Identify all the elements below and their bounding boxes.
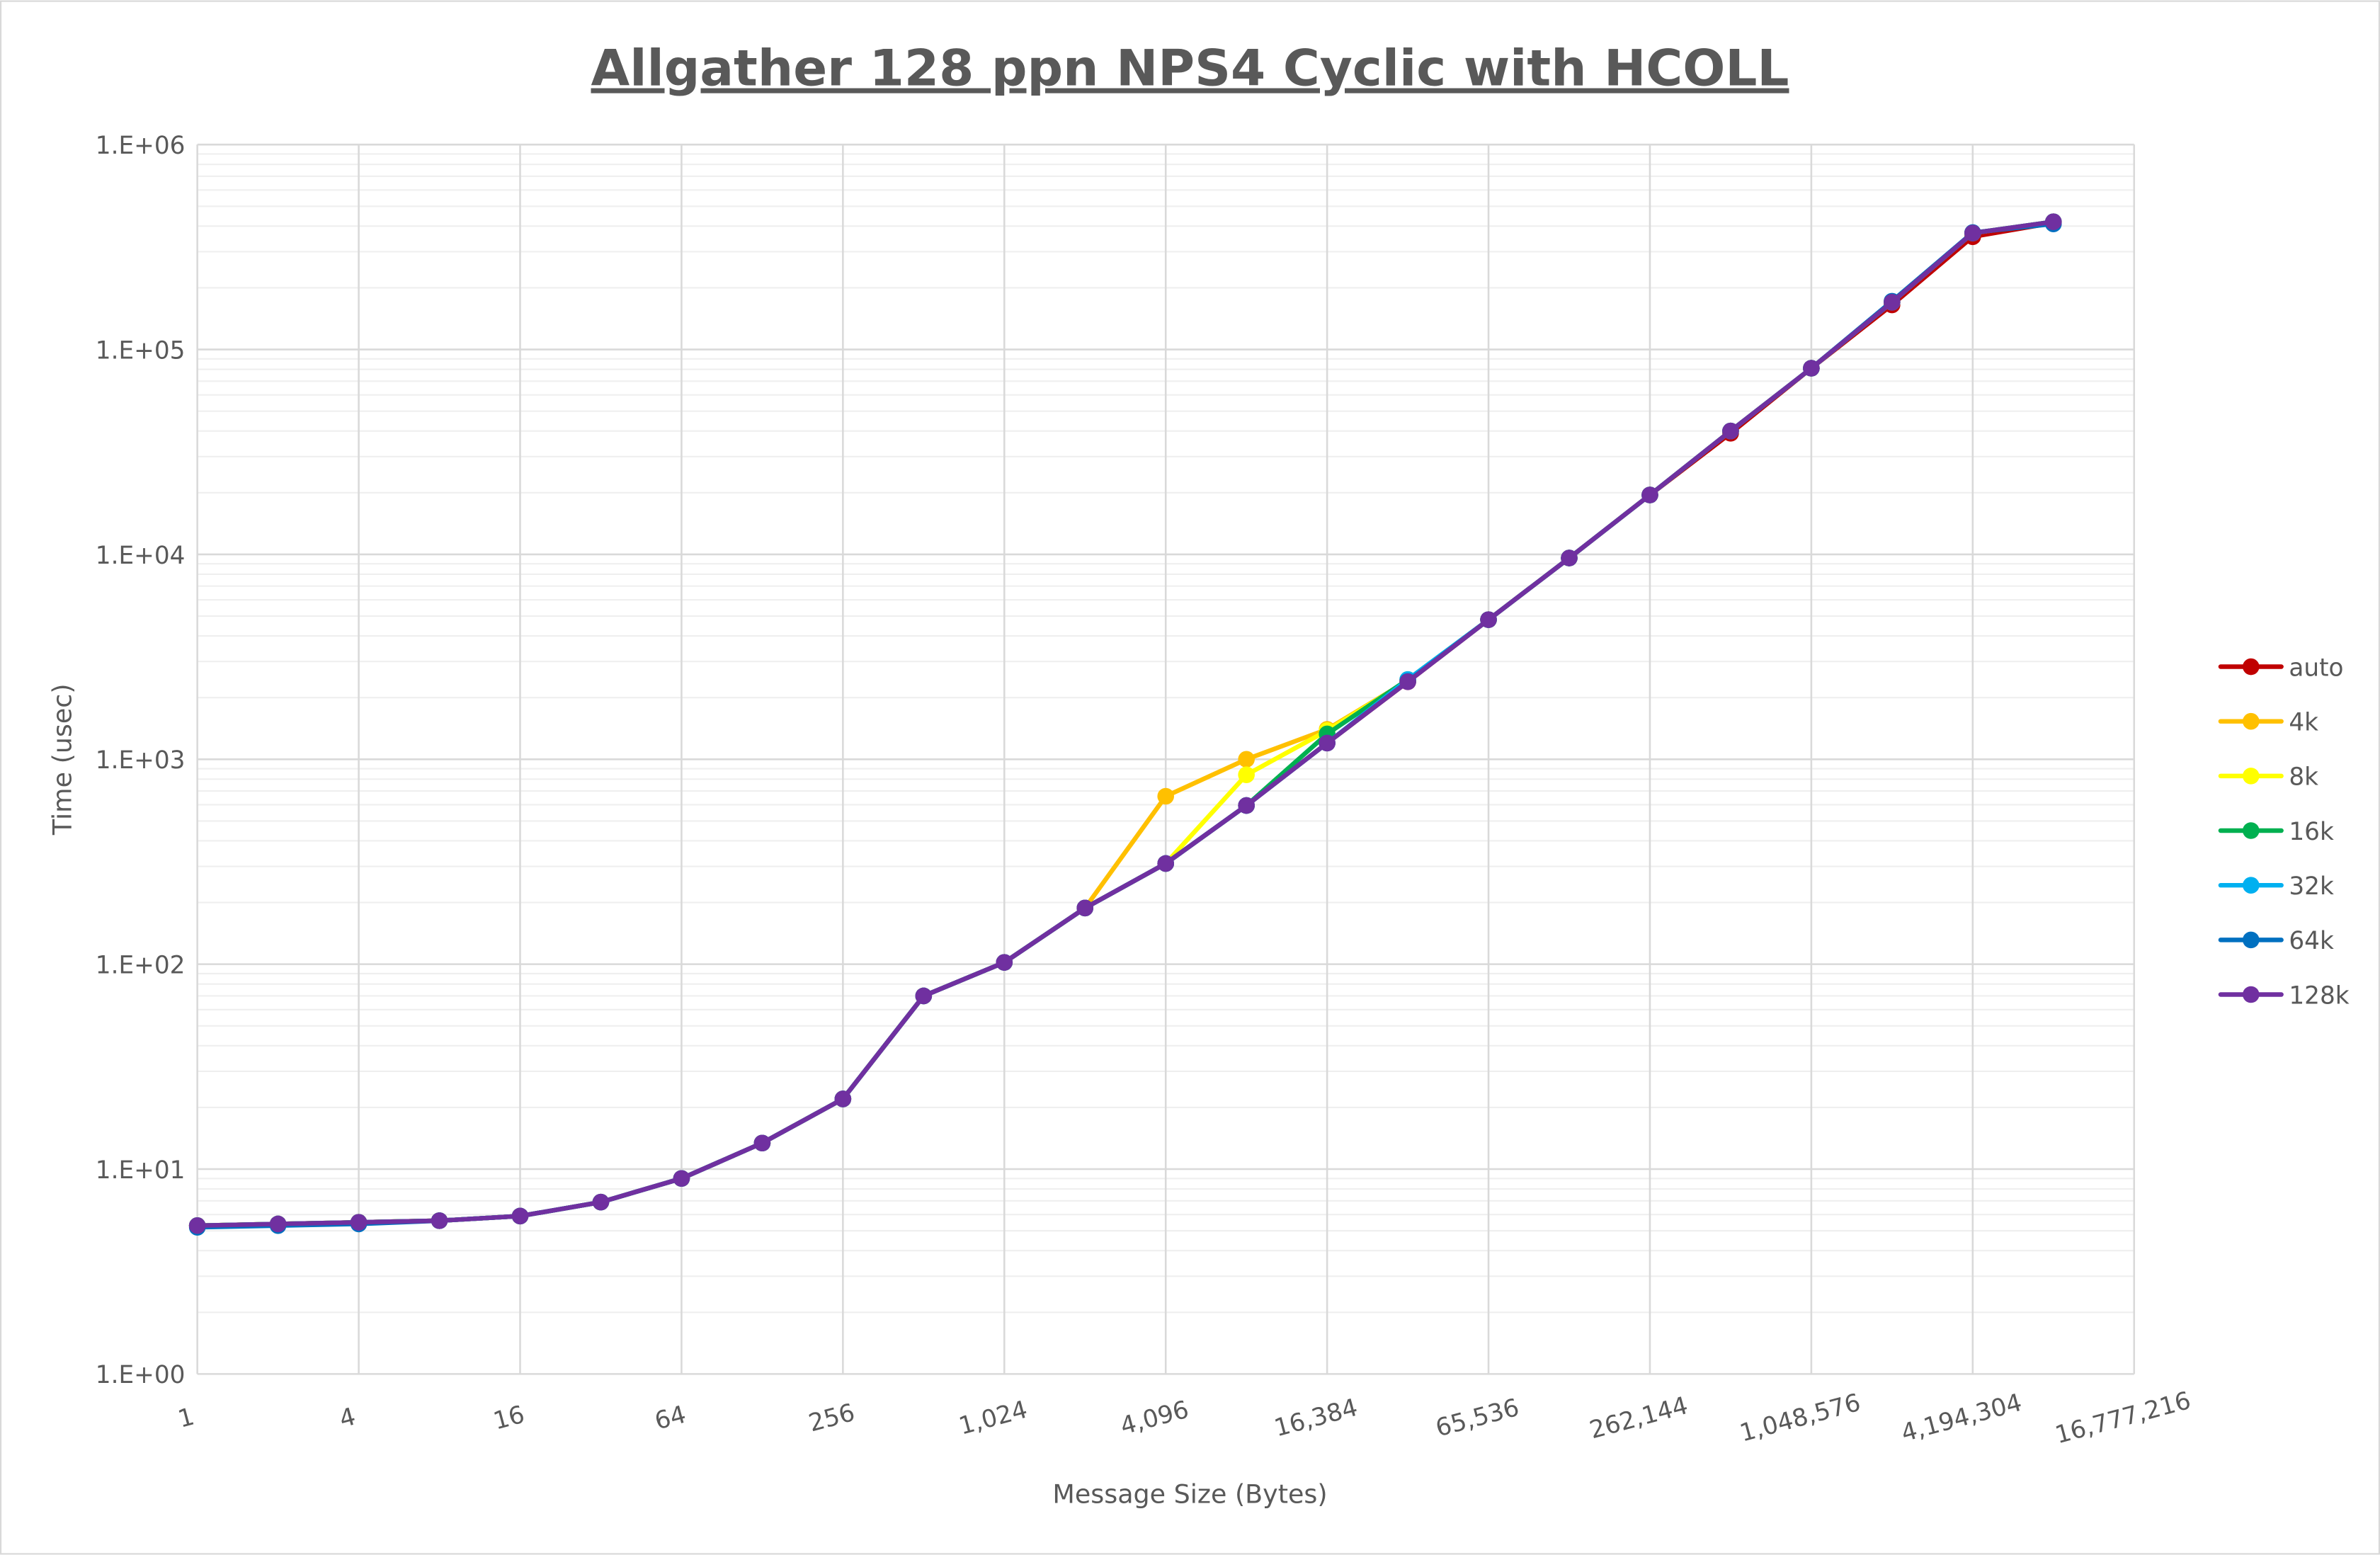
legend-dot-marker <box>2243 931 2260 949</box>
data-point-4k <box>1157 787 1174 805</box>
y-axis-ticks: 1.E+00 1.E+01 1.E+02 1.E+03 1.E+04 1.E+05 1.E+… <box>96 132 186 1389</box>
data-point-128k <box>1722 422 1739 440</box>
x-axis-label: Message Size (Bytes) <box>1052 1479 1327 1510</box>
legend-dot-marker <box>2243 822 2260 839</box>
legend-label: 64k <box>2289 927 2334 955</box>
data-point-128k <box>592 1193 610 1211</box>
legend-dot-marker <box>2243 658 2260 676</box>
data-point-128k <box>1641 486 1658 503</box>
legend-label: 128k <box>2289 981 2349 1010</box>
data-point-128k <box>1238 797 1255 814</box>
y-tick-label: 1.E+01 <box>96 1156 186 1185</box>
data-point-128k <box>188 1217 206 1234</box>
chart-title: Allgather 128 ppn NPS4 Cyclic with HCOLL <box>591 39 1789 98</box>
y-tick-label: 1.E+03 <box>96 746 186 775</box>
series-128k <box>188 213 2062 1234</box>
data-point-128k <box>1884 294 1901 311</box>
y-axis-label: Time (usec) <box>47 683 78 836</box>
data-point-128k <box>1964 224 1981 241</box>
data-point-128k <box>753 1134 771 1152</box>
legend-label: 32k <box>2289 872 2334 901</box>
legend-item-128k: 128k <box>2218 981 2350 1010</box>
data-point-128k <box>1076 899 1094 917</box>
legend-dot-marker <box>2243 877 2260 894</box>
data-point-128k <box>1319 734 1336 752</box>
data-point-128k <box>431 1212 448 1229</box>
legend-item-8k: 8k <box>2218 763 2318 792</box>
data-point-4k <box>1238 751 1255 768</box>
legend: auto 4k 8k 16k 32k 64k 128k <box>2218 654 2350 1010</box>
y-tick-label: 1.E+00 <box>96 1361 186 1389</box>
legend-item-auto: auto <box>2218 654 2344 682</box>
legend-item-64k: 64k <box>2218 927 2334 955</box>
legend-dot-marker <box>2243 768 2260 785</box>
data-point-128k <box>2045 213 2062 230</box>
y-tick-label: 1.E+06 <box>96 132 186 160</box>
legend-dot-marker <box>2243 712 2260 730</box>
data-point-128k <box>996 954 1013 971</box>
data-point-128k <box>1157 855 1174 872</box>
y-tick-label: 1.E+05 <box>96 336 186 365</box>
data-point-128k <box>1480 611 1497 628</box>
legend-item-4k: 4k <box>2218 709 2318 737</box>
data-point-128k <box>915 987 933 1005</box>
data-point-128k <box>1561 549 1578 566</box>
legend-label: 16k <box>2289 818 2334 846</box>
data-point-128k <box>1803 360 1820 377</box>
legend-dot-marker <box>2243 986 2260 1003</box>
data-point-128k <box>269 1215 287 1233</box>
legend-label: 8k <box>2289 763 2318 792</box>
data-point-128k <box>1399 673 1416 690</box>
legend-item-16k: 16k <box>2218 818 2334 846</box>
legend-label: auto <box>2289 654 2343 682</box>
y-tick-label: 1.E+04 <box>96 542 186 570</box>
data-point-8k <box>1238 766 1255 783</box>
legend-item-32k: 32k <box>2218 872 2334 901</box>
data-point-128k <box>511 1207 529 1225</box>
series-line-128k <box>197 219 2054 1229</box>
legend-label: 4k <box>2289 709 2318 737</box>
y-tick-label: 1.E+02 <box>96 952 186 980</box>
data-point-128k <box>350 1214 368 1231</box>
data-point-128k <box>834 1090 852 1107</box>
data-point-128k <box>673 1170 690 1187</box>
series-group <box>188 213 2062 1236</box>
